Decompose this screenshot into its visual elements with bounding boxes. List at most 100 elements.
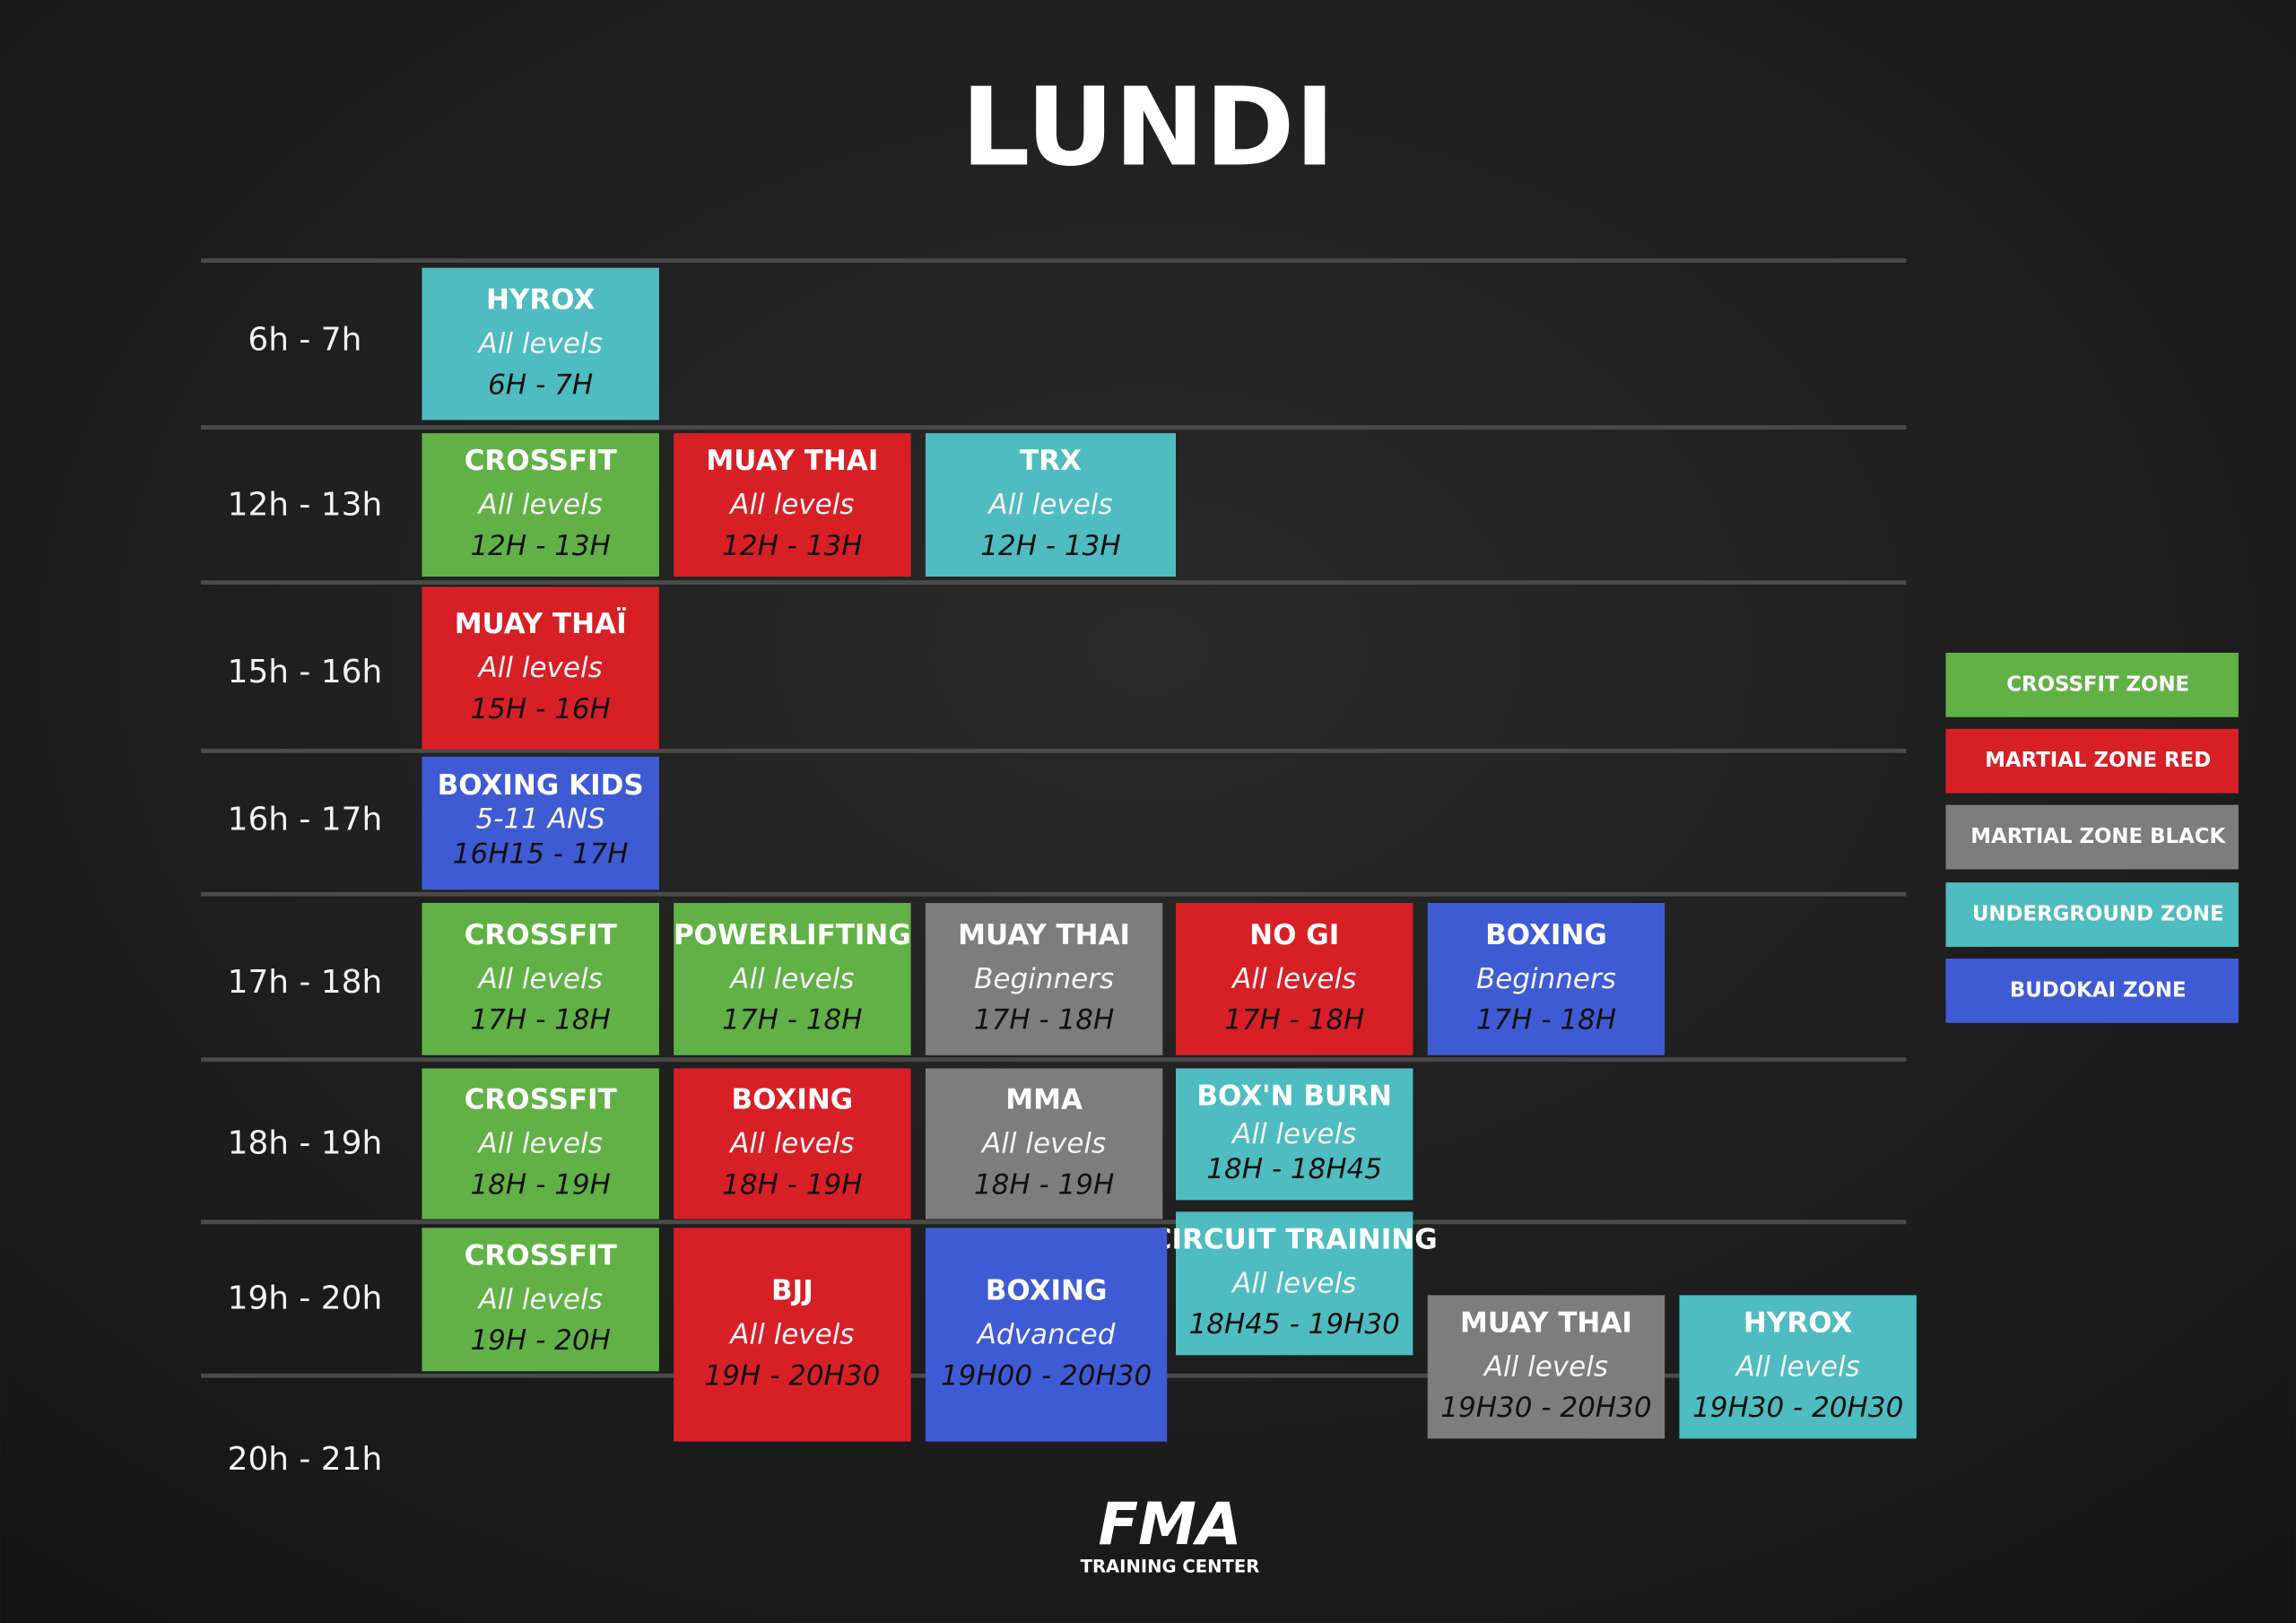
class-block — [674, 903, 911, 1055]
class-name: BOXING — [986, 1275, 1108, 1307]
class-time: 17H - 18H — [470, 1004, 610, 1037]
class-time: 19H - 20H30 — [704, 1359, 880, 1392]
logo-subtitle: TRAINING CENTER — [1081, 1556, 1260, 1576]
class-block — [925, 1228, 1168, 1442]
class-block — [422, 903, 659, 1055]
time-slot-label: 17h - 18h — [228, 964, 383, 1001]
class-name: NO GI — [1249, 919, 1339, 951]
class-block — [674, 433, 911, 577]
class-level: All levels — [477, 489, 603, 521]
legend-label: MARTIAL ZONE RED — [1985, 749, 2211, 772]
class-level: All levels — [1231, 963, 1356, 995]
class-time: 18H - 19H — [470, 1168, 610, 1201]
class-level: All levels — [728, 1128, 854, 1160]
class-level: All levels — [477, 963, 603, 995]
legend-label: CROSSFIT ZONE — [2006, 673, 2189, 696]
class-name: HYROX — [486, 284, 596, 317]
class-time: 15H - 16H — [470, 693, 610, 725]
class-level: Beginners — [974, 963, 1114, 995]
logo-mark: FMA — [1098, 1490, 1241, 1558]
class-name: BOXING — [1485, 919, 1607, 951]
class-time: 12H - 13H — [980, 530, 1120, 562]
class-time: 17H - 18H — [1224, 1004, 1364, 1037]
class-time: 19H30 - 20H30 — [1692, 1392, 1903, 1424]
class-level: All levels — [728, 963, 854, 995]
class-time: 17H - 18H — [1476, 1004, 1616, 1037]
class-name: BOXING — [732, 1084, 854, 1116]
class-name: TRX — [1020, 445, 1082, 477]
class-name: BOXING KIDS — [438, 769, 644, 802]
class-level: All levels — [728, 1319, 854, 1351]
class-time: 12H - 13H — [470, 530, 610, 562]
class-time: 6H - 7H — [488, 369, 593, 401]
class-time: 18H - 18H45 — [1206, 1153, 1382, 1185]
class-time: 18H - 19H — [722, 1168, 862, 1201]
class-name: CIRCUIT TRAINING — [1152, 1224, 1438, 1256]
class-block — [1176, 1068, 1413, 1201]
class-level: All levels — [980, 1128, 1106, 1160]
class-block — [422, 1068, 659, 1219]
class-block — [1176, 1211, 1413, 1356]
legend-swatch — [1945, 804, 2239, 870]
class-name: CROSSFIT — [465, 1084, 617, 1116]
class-name: MUAY THAI — [1460, 1307, 1632, 1340]
class-block — [422, 267, 659, 421]
class-level: All levels — [1483, 1351, 1608, 1384]
class-level: All levels — [1231, 1267, 1356, 1299]
class-block — [1427, 1295, 1665, 1439]
class-block — [422, 756, 659, 890]
class-name: MMA — [1005, 1084, 1083, 1116]
class-name: BOX'N BURN — [1196, 1081, 1392, 1113]
legend-label: BUDOKAI ZONE — [2010, 978, 2187, 1002]
class-block — [925, 903, 1163, 1055]
legend-swatch — [1945, 728, 2239, 794]
title: LUNDI — [961, 65, 1335, 190]
class-time: 17H - 18H — [974, 1004, 1114, 1037]
class-level: All levels — [477, 652, 603, 684]
class-time: 17H - 18H — [722, 1004, 862, 1037]
class-block — [1679, 1295, 1917, 1439]
class-block — [674, 1228, 911, 1442]
class-time: 19H - 20H — [470, 1324, 610, 1357]
class-time: 19H00 - 20H30 — [941, 1359, 1152, 1392]
class-level: All levels — [728, 489, 854, 521]
class-time: 18H45 - 19H30 — [1189, 1308, 1400, 1341]
class-block — [422, 1228, 659, 1372]
class-name: MUAY THAI — [958, 919, 1130, 951]
class-level: 5-11 ANS — [476, 803, 605, 835]
class-level: All levels — [477, 1283, 603, 1315]
legend-swatch — [1945, 882, 2239, 947]
class-time: 12H - 13H — [722, 530, 862, 562]
class-level: All levels — [1735, 1351, 1860, 1384]
class-name: CROSSFIT — [465, 1239, 617, 1271]
legend-swatch — [1945, 652, 2239, 717]
class-level: All levels — [1231, 1118, 1356, 1150]
time-slot-label: 19h - 20h — [228, 1280, 383, 1316]
time-slot-label: 18h - 19h — [228, 1124, 383, 1161]
time-slot-label: 12h - 13h — [228, 487, 383, 524]
class-name: BJJ — [771, 1275, 813, 1307]
class-time: 16H15 - 17H — [453, 838, 629, 870]
time-slot-label: 6h - 7h — [248, 321, 361, 358]
class-level: All levels — [987, 489, 1112, 521]
class-name: MUAY THAÏ — [455, 608, 627, 640]
class-level: Advanced — [976, 1319, 1116, 1351]
class-name: HYROX — [1744, 1307, 1853, 1340]
time-slot-label: 16h - 17h — [228, 802, 383, 838]
class-block — [1427, 903, 1665, 1055]
class-level: Beginners — [1476, 963, 1616, 995]
class-block — [674, 1068, 911, 1219]
class-name: CROSSFIT — [465, 445, 617, 477]
class-time: 18H - 19H — [974, 1168, 1114, 1201]
class-block — [422, 586, 659, 750]
class-name: MUAY THAI — [706, 445, 878, 477]
class-level: All levels — [477, 1128, 603, 1160]
legend-label: UNDERGROUND ZONE — [1972, 903, 2224, 926]
legend-label: MARTIAL ZONE BLACK — [1970, 825, 2226, 848]
class-level: All levels — [477, 328, 603, 360]
class-block — [1176, 903, 1413, 1055]
time-slot-label: 15h - 16h — [228, 654, 383, 690]
legend-swatch — [1945, 959, 2239, 1023]
